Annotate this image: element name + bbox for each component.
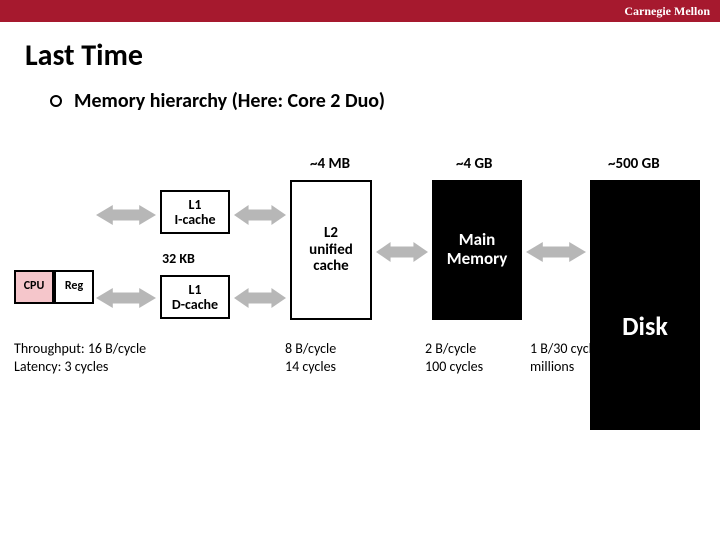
arrow-2 xyxy=(234,205,286,225)
cpu-text: CPU xyxy=(24,280,45,293)
arrow-4 xyxy=(376,242,428,262)
reg-box: Reg xyxy=(54,270,94,304)
latency-3: millions xyxy=(530,358,604,376)
throughput-0: Throughput: 16 B/cycle xyxy=(14,340,146,358)
arrow-1 xyxy=(96,288,156,308)
dcache-text: L1D-cache xyxy=(172,282,218,313)
bullet-icon xyxy=(50,95,62,107)
memory-hierarchy-diagram: ~4 MB ~4 GB ~500 GB CPU Reg L1I-cache 32 KB L1D… xyxy=(0,150,720,450)
cpu-box: CPU xyxy=(14,270,54,304)
brand-label: Carnegie Mellon xyxy=(624,4,710,19)
latency-1: 14 cycles xyxy=(285,358,336,376)
l2-box: L2unifiedcache xyxy=(290,180,372,320)
metrics-col-3: 1 B/30 cyclesmillions xyxy=(530,340,604,376)
dcache-box: L1D-cache xyxy=(160,275,230,319)
reg-text: Reg xyxy=(65,280,83,293)
throughput-3: 1 B/30 cycles xyxy=(530,340,604,358)
size-label-main: ~4 GB xyxy=(456,155,492,173)
main-box: MainMemory xyxy=(432,180,522,320)
metrics-col-0: Throughput: 16 B/cycleLatency: 3 cycles xyxy=(14,340,146,376)
main-text: MainMemory xyxy=(447,231,508,268)
icache-text: L1I-cache xyxy=(174,197,215,228)
l2-text: L2unifiedcache xyxy=(309,225,353,275)
header-bar: Carnegie Mellon xyxy=(0,0,720,22)
metrics-col-1: 8 B/cycle14 cycles xyxy=(285,340,336,376)
arrow-5 xyxy=(526,242,586,262)
metrics-col-2: 2 B/cycle100 cycles xyxy=(425,340,483,376)
bullet-row: Memory hierarchy (Here: Core 2 Duo) xyxy=(50,89,720,113)
size-label-disk: ~500 GB xyxy=(608,155,660,173)
disk-box: Disk xyxy=(590,180,700,430)
throughput-1: 8 B/cycle xyxy=(285,340,336,358)
arrow-0 xyxy=(96,205,156,225)
latency-0: Latency: 3 cycles xyxy=(14,358,146,376)
l1size-label: 32 KB xyxy=(162,250,195,267)
page-title: Last Time xyxy=(25,37,720,74)
arrow-3 xyxy=(234,288,286,308)
icache-box: L1I-cache xyxy=(160,190,230,234)
latency-2: 100 cycles xyxy=(425,358,483,376)
subtitle: Memory hierarchy (Here: Core 2 Duo) xyxy=(74,89,385,113)
size-label-l2: ~4 MB xyxy=(310,155,350,173)
disk-text: Disk xyxy=(622,312,668,341)
throughput-2: 2 B/cycle xyxy=(425,340,483,358)
